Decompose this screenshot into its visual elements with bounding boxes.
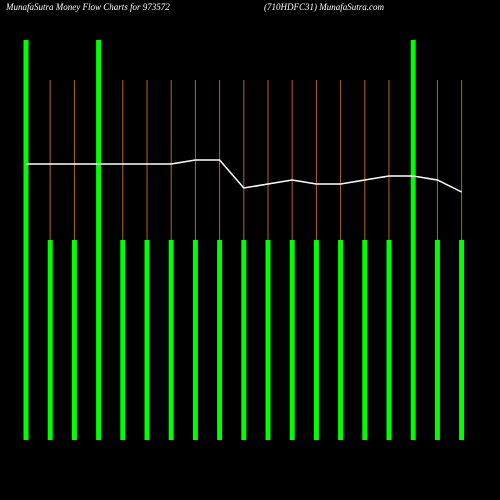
chart-subtitle: (710HDFC31) MunafaSutra.com [264, 2, 384, 12]
bar [241, 240, 247, 440]
bar [192, 240, 198, 440]
bar [434, 240, 440, 440]
bar [313, 240, 319, 440]
bar [410, 40, 416, 440]
bar [338, 240, 344, 440]
chart-title: MunafaSutra Money Flow Charts for 973572 [5, 2, 170, 12]
bar [265, 240, 271, 440]
bar [168, 240, 174, 440]
bar [96, 40, 102, 440]
bar [144, 240, 150, 440]
bar [23, 40, 29, 440]
bar [289, 240, 295, 440]
bar [386, 240, 392, 440]
bar [47, 240, 53, 440]
bar [120, 240, 126, 440]
money-flow-line [26, 159, 462, 193]
bar [459, 240, 465, 440]
bar [362, 240, 368, 440]
bar [217, 240, 223, 440]
bar [71, 240, 77, 440]
